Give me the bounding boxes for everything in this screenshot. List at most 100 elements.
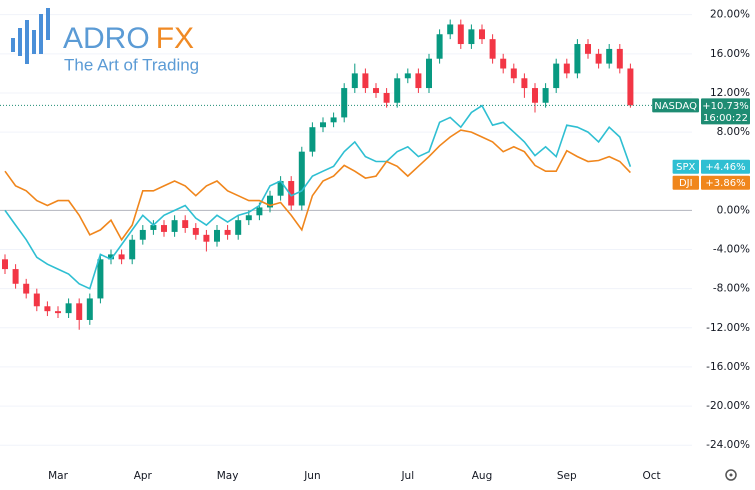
candle-body <box>192 227 199 235</box>
candle-body <box>563 63 570 74</box>
series-line <box>4 104 632 290</box>
y-tick-label: -8.00% <box>713 283 750 295</box>
candle-body <box>86 298 93 320</box>
candle-body <box>267 195 273 208</box>
logo-brand: ADRO FX <box>63 22 194 55</box>
series-last-label: +10.73% <box>702 101 749 112</box>
y-tick-label: 0.00% <box>717 204 750 216</box>
candle-body <box>394 78 401 103</box>
series-value-badge <box>701 98 750 125</box>
candle-body <box>171 220 178 232</box>
candle-body <box>415 73 422 89</box>
candle-body <box>139 229 146 240</box>
series-line <box>4 129 631 242</box>
candle-body <box>606 48 613 64</box>
settings-gear-center[interactable] <box>729 473 733 477</box>
candle-body <box>309 127 316 152</box>
candle-body <box>383 92 390 103</box>
series-name-badge <box>672 159 699 174</box>
candle-body <box>245 215 252 221</box>
x-tick-label: Jul <box>400 470 414 482</box>
logo-bar <box>39 14 43 54</box>
candle-body <box>616 48 623 69</box>
candle-body <box>489 39 496 59</box>
y-tick-label: -16.00% <box>706 361 750 373</box>
series-name: DJI <box>679 178 693 189</box>
series-name-badge <box>652 98 699 113</box>
series-name: NASDAQ <box>654 101 697 112</box>
logo-bar <box>32 30 36 54</box>
series-last-label: +4.46% <box>705 162 745 173</box>
series-value-badge <box>701 159 750 174</box>
plot <box>0 19 692 330</box>
series-last-label: +3.86% <box>705 178 745 189</box>
candle-body <box>2 259 8 270</box>
candle-body <box>55 311 61 314</box>
x-tick-label: Aug <box>472 470 493 482</box>
logo-bar <box>18 28 22 56</box>
candle-body <box>288 181 295 206</box>
settings-icon[interactable] <box>725 469 737 481</box>
candle-body <box>521 78 528 89</box>
logo: ADRO FX The Art of Trading <box>11 8 199 74</box>
candle-body <box>553 63 560 89</box>
logo-brand-text: ADRO <box>63 22 150 55</box>
grid <box>0 14 692 446</box>
candle-body <box>65 303 72 314</box>
logo-bar <box>11 38 15 52</box>
candle-body <box>203 234 210 242</box>
axes: 20.00% 16.00% 12.00% 8.00% 0.00% -4.00% -8.00%… <box>48 9 750 482</box>
candle-body <box>468 29 475 45</box>
candle-body <box>500 58 507 69</box>
candle-body <box>235 220 242 235</box>
candle-body <box>595 53 602 64</box>
x-tick-label: Jun <box>303 470 320 482</box>
candle-body <box>426 58 432 89</box>
x-tick-label: Apr <box>134 470 153 482</box>
y-tick-label: 20.00% <box>710 9 750 21</box>
candle-body <box>532 88 538 103</box>
candle-body <box>447 24 454 35</box>
candle-body <box>76 303 83 320</box>
candle-body <box>33 293 40 307</box>
x-tick-label: Oct <box>643 470 661 482</box>
y-tick-label: 16.00% <box>710 48 750 60</box>
candle-body <box>373 88 379 93</box>
candle-body <box>214 229 220 242</box>
candle-body <box>97 259 104 299</box>
y-tick-label: -24.00% <box>706 439 750 451</box>
candle-body <box>351 73 358 89</box>
candle-body <box>585 44 591 54</box>
y-tick-label: 12.00% <box>710 87 750 99</box>
candle-body <box>542 88 549 103</box>
x-tick-label: May <box>217 470 239 482</box>
candle-body <box>256 207 263 216</box>
series-countdown: 16:00:22 <box>703 113 748 124</box>
candle-body <box>12 269 19 284</box>
candle-body <box>479 29 485 40</box>
candle-body <box>44 306 51 312</box>
candle-body <box>150 225 157 230</box>
candle-body <box>574 44 581 74</box>
settings-gear[interactable] <box>725 469 737 481</box>
candle-body <box>404 73 411 79</box>
candle-body <box>224 229 231 235</box>
x-tick-label: Mar <box>48 470 68 482</box>
y-tick-label: -20.00% <box>706 400 750 412</box>
candle-body <box>161 225 167 232</box>
candle-body <box>436 34 443 59</box>
candle-body <box>362 73 369 89</box>
candle-body <box>118 254 125 260</box>
y-tick-label: 8.00% <box>717 126 750 138</box>
x-tick-label: Sep <box>557 470 577 482</box>
candle-body <box>182 220 189 228</box>
logo-bar <box>46 8 50 40</box>
candle-body <box>298 151 305 206</box>
logo-tagline: The Art of Trading <box>64 55 199 74</box>
candle-body <box>510 68 517 79</box>
y-tick-label: -4.00% <box>713 244 750 256</box>
logo-bar <box>25 20 29 64</box>
candle-body <box>627 68 634 106</box>
logo-brand-accent: FX <box>156 22 194 55</box>
